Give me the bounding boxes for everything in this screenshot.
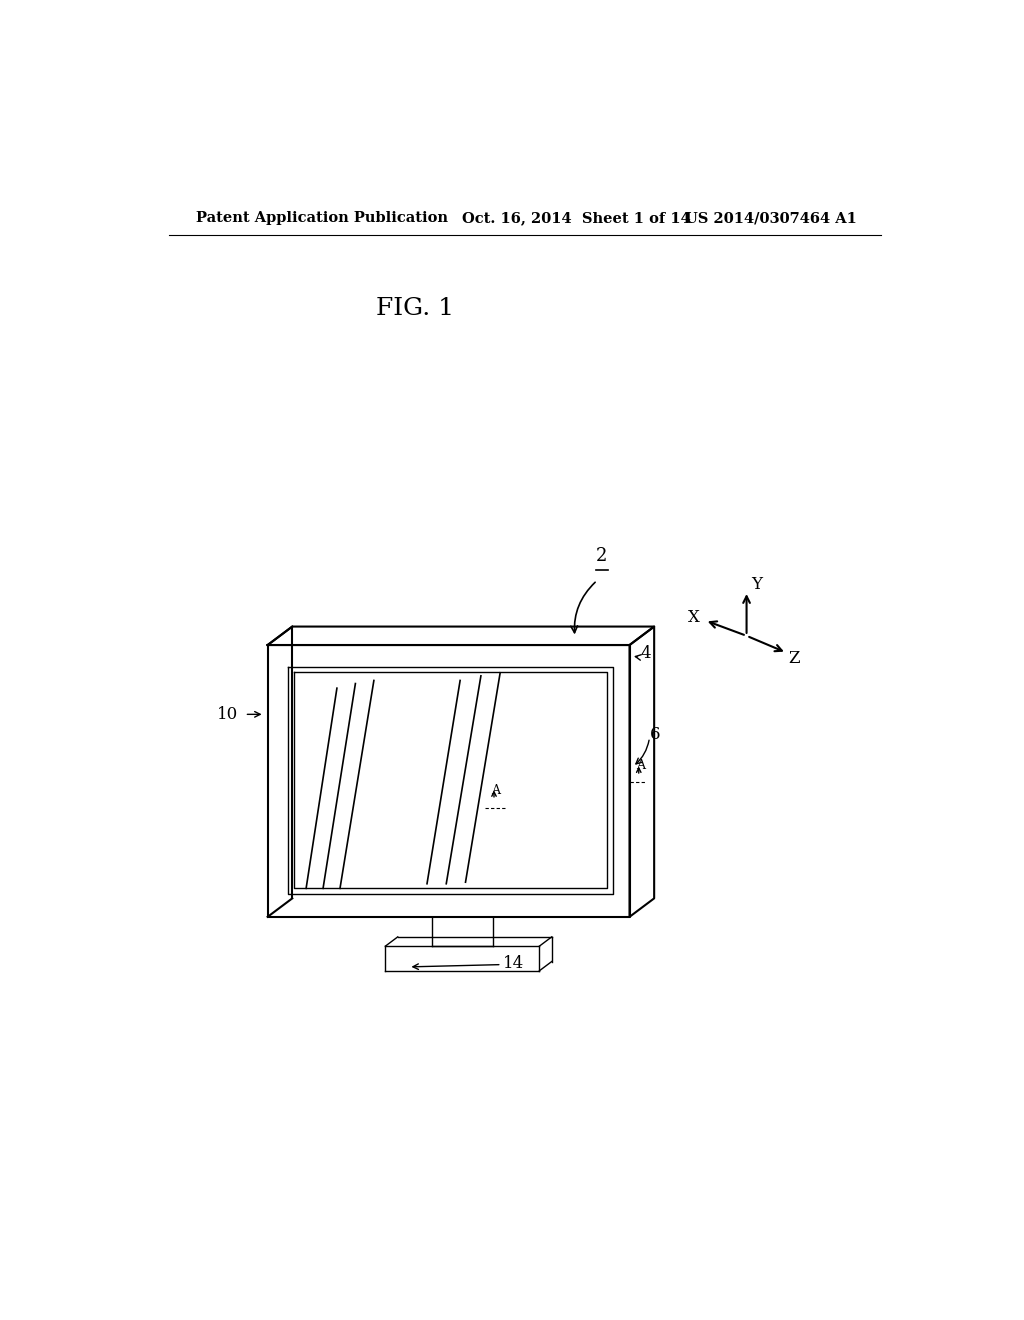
- Text: 4: 4: [640, 645, 651, 663]
- Text: Z: Z: [788, 651, 800, 668]
- Text: 2: 2: [596, 546, 607, 565]
- Text: A: A: [637, 759, 645, 772]
- Text: 14: 14: [503, 954, 523, 972]
- Text: A: A: [490, 784, 500, 797]
- Text: Patent Application Publication: Patent Application Publication: [196, 211, 449, 226]
- Text: 6: 6: [650, 726, 660, 743]
- Text: Oct. 16, 2014  Sheet 1 of 14: Oct. 16, 2014 Sheet 1 of 14: [462, 211, 690, 226]
- Text: FIG. 1: FIG. 1: [377, 297, 455, 319]
- Text: X: X: [688, 609, 700, 626]
- Text: Y: Y: [752, 577, 762, 594]
- FancyArrowPatch shape: [570, 582, 595, 632]
- Text: US 2014/0307464 A1: US 2014/0307464 A1: [685, 211, 857, 226]
- Text: 10: 10: [217, 706, 238, 723]
